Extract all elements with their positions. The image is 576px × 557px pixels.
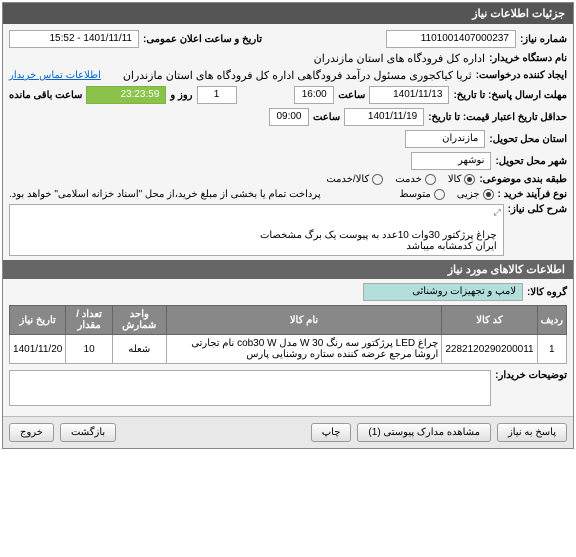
contact-link[interactable]: اطلاعات تماس خریدار	[9, 70, 101, 81]
radio-dot-icon	[483, 189, 494, 200]
time-label-1: ساعت	[338, 90, 365, 101]
radio-both[interactable]: کالا/خدمت	[326, 174, 383, 185]
th-qty: تعداد / مقدار	[66, 306, 113, 335]
validity-time: 09:00	[269, 108, 309, 126]
reply-button[interactable]: پاسخ به نیاز	[497, 423, 567, 442]
radio-dot-icon	[464, 174, 475, 185]
proc-radio-group: جزیی متوسط	[399, 189, 493, 200]
th-code: کد کالا	[442, 306, 537, 335]
group-field: لامپ و تجهیزات روشنائی	[363, 283, 523, 301]
group-label: گروه کالا:	[527, 287, 567, 298]
city-field: نوشهر	[411, 152, 491, 170]
panel-body: شماره نیاز: 1101001407000237 تاریخ و ساع…	[3, 24, 573, 416]
city-label: شهر محل تحویل:	[495, 156, 567, 167]
buyer-notes-textarea	[9, 370, 491, 406]
deadline-time: 16:00	[294, 86, 334, 104]
th-idx: ردیف	[537, 306, 566, 335]
exec-loc-label: استان محل تحویل:	[489, 134, 567, 145]
proc-label: نوع فرآیند خرید :	[498, 189, 567, 200]
goods-table: ردیف کد کالا نام کالا واحد شمارش تعداد /…	[9, 305, 567, 364]
creator-value: ثریا کیاکجوری مسئول درآمد فرودگاهی اداره…	[105, 69, 472, 82]
print-button[interactable]: چاپ	[311, 423, 352, 442]
remain-label: ساعت باقی مانده	[9, 90, 82, 101]
cell-code: 2282120290200011	[442, 335, 537, 364]
day-label: روز و	[170, 90, 192, 101]
deadline-date: 1401/11/13	[369, 86, 449, 104]
cell-date: 1401/11/20	[10, 335, 66, 364]
validity-label: حداقل تاریخ اعتبار قیمت: تا تاریخ:	[428, 112, 567, 123]
th-date: تاریخ نیاز	[10, 306, 66, 335]
exec-loc-field: مازندران	[405, 130, 485, 148]
cell-unit: شعله	[112, 335, 166, 364]
buyer-label: نام دستگاه خریدار:	[489, 53, 567, 64]
radio-dot-icon	[372, 174, 383, 185]
req-no-field: 1101001407000237	[386, 30, 516, 48]
cell-name: چراغ LED پرژکتور سه رنگ W 30 مدل cob30 W…	[166, 335, 442, 364]
attachments-button[interactable]: مشاهده مدارک پیوستی (1)	[357, 423, 491, 442]
remain-field: 23:23:59	[86, 86, 166, 104]
pay-note: پرداخت تمام یا بخشی از مبلغ خرید،از محل …	[9, 189, 321, 200]
days-field: 1	[197, 86, 237, 104]
cat-label: طبقه بندی موضوعی:	[479, 174, 567, 185]
radio-goods[interactable]: کالا	[448, 174, 476, 185]
buyer-notes-label: توضیحات خریدار:	[495, 370, 567, 381]
announce-field: 1401/11/11 - 15:52	[9, 30, 139, 48]
radio-mid[interactable]: متوسط	[399, 189, 444, 200]
category-radio-group: کالا خدمت کالا/خدمت	[326, 174, 475, 185]
th-unit: واحد شمارش	[112, 306, 166, 335]
deadline-label: مهلت ارسال پاسخ: تا تاریخ:	[453, 90, 567, 101]
desc-label: شرح کلی نیاز:	[508, 204, 567, 215]
back-button[interactable]: بازگشت	[60, 423, 116, 442]
buyer-value: اداره کل فرودگاه های استان مازندران	[314, 52, 485, 65]
radio-service[interactable]: خدمت	[395, 174, 436, 185]
cell-qty: 10	[66, 335, 113, 364]
radio-partial[interactable]: جزیی	[457, 189, 494, 200]
validity-date: 1401/11/19	[344, 108, 424, 126]
time-label-2: ساعت	[313, 112, 340, 123]
req-no-label: شماره نیاز:	[520, 34, 567, 45]
panel-title: جزئیات اطلاعات نیاز	[3, 3, 573, 24]
expand-icon[interactable]: ⤢	[493, 207, 500, 218]
goods-header: اطلاعات کالاهای مورد نیاز	[3, 260, 573, 279]
table-header-row: ردیف کد کالا نام کالا واحد شمارش تعداد /…	[10, 306, 567, 335]
cell-idx: 1	[537, 335, 566, 364]
radio-dot-icon	[434, 189, 445, 200]
announce-label: تاریخ و ساعت اعلان عمومی:	[143, 34, 262, 45]
exit-button[interactable]: خروج	[9, 423, 54, 442]
desc-textarea: ⤢ چراغ پرژکتور 30وات 10عدد به پیوست یک ب…	[9, 204, 504, 256]
th-name: نام کالا	[166, 306, 442, 335]
table-row: 1 2282120290200011 چراغ LED پرژکتور سه ر…	[10, 335, 567, 364]
details-panel: جزئیات اطلاعات نیاز شماره نیاز: 11010014…	[2, 2, 574, 449]
radio-dot-icon	[425, 174, 436, 185]
button-bar: پاسخ به نیاز مشاهده مدارک پیوستی (1) چاپ…	[3, 416, 573, 448]
creator-label: ایجاد کننده درخواست:	[476, 70, 567, 81]
